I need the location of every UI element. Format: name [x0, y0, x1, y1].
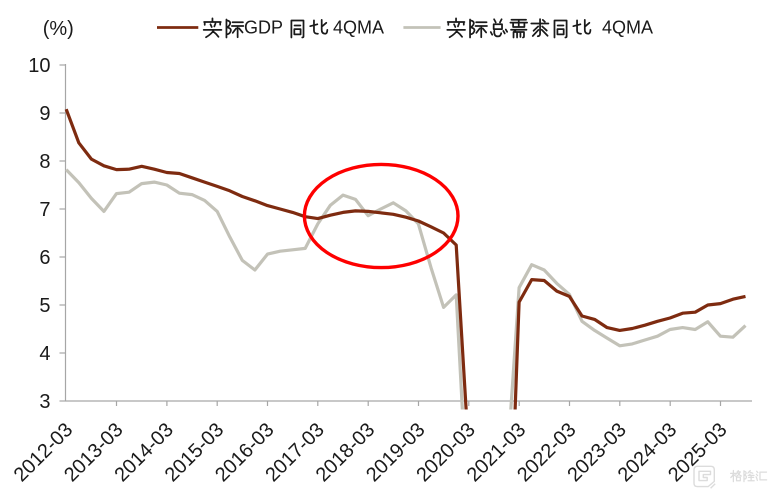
svg-text:4QMA: 4QMA [333, 17, 384, 37]
svg-text:8: 8 [39, 151, 50, 173]
svg-text:3: 3 [39, 391, 50, 413]
svg-text:10: 10 [28, 55, 50, 77]
svg-text:GDP: GDP [244, 17, 283, 37]
svg-text:9: 9 [39, 103, 50, 125]
svg-text:4QMA: 4QMA [602, 17, 653, 37]
svg-text:7: 7 [39, 199, 50, 221]
svg-text:5: 5 [39, 295, 50, 317]
svg-text:4: 4 [39, 343, 50, 365]
svg-text:(%): (%) [43, 18, 74, 40]
svg-text:6: 6 [39, 247, 50, 269]
